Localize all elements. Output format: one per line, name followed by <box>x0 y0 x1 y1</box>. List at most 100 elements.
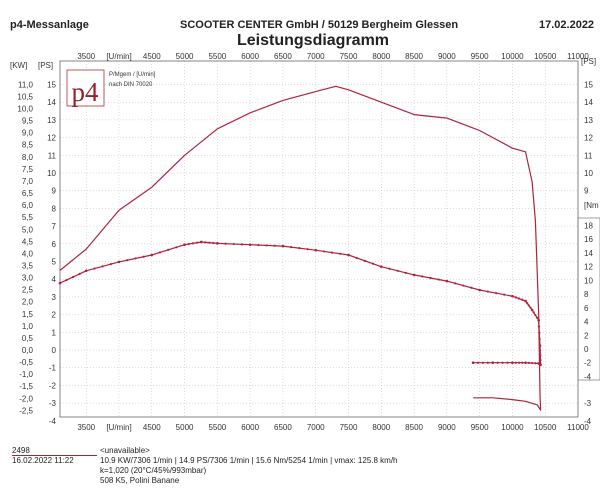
legend: p4 P/Mgem / [U/min] nach DIN 70020 <box>66 69 156 107</box>
x-tick-label-bottom: 8000 <box>372 423 390 432</box>
x-tick-label-bottom: 9500 <box>471 423 489 432</box>
power-curve <box>59 85 542 411</box>
torque-marker <box>529 306 532 309</box>
nm-tick-label: 6 <box>584 304 589 313</box>
torque-marker <box>404 271 407 274</box>
x-tick-label-bottom: 5500 <box>208 423 226 432</box>
ps-axis-label-left: [PS] <box>38 61 53 70</box>
torque-marker <box>486 361 489 364</box>
ps-tick-label-left: 3 <box>52 293 57 302</box>
torque-marker <box>290 246 293 249</box>
kw-tick-label: 5,0 <box>22 225 34 234</box>
torque-point <box>445 279 449 283</box>
kw-tick-label: 10,5 <box>17 92 33 101</box>
torque-marker <box>298 247 301 250</box>
torque-marker <box>531 361 534 365</box>
torque-point <box>511 294 514 298</box>
x-tick-label-bottom: 5000 <box>176 423 194 432</box>
ps-tick-label-left: 2 <box>52 311 57 320</box>
torque-marker <box>208 241 211 244</box>
device-label: p4-Messanlage <box>10 19 89 31</box>
print-date: 17.02.2022 <box>539 19 595 31</box>
torque-marker <box>187 242 190 246</box>
torque-marker <box>142 255 145 258</box>
plot-frame <box>59 60 579 418</box>
torque-point <box>530 308 534 312</box>
kw-tick-label: -2,5 <box>19 406 33 415</box>
kw-tick-label: 3,5 <box>22 261 34 270</box>
torque-marker <box>65 278 68 282</box>
nm-tick-label: 16 <box>584 235 593 244</box>
ps-tick-label-right: 15 <box>584 81 593 90</box>
torque-marker <box>167 248 170 251</box>
kw-axis-label: [KW] <box>10 61 27 70</box>
torque-marker <box>78 272 81 275</box>
x-tick-label-bottom: 11000 <box>567 423 589 432</box>
p4-logo-text: p4 <box>72 77 100 107</box>
ps-tick-label-right: -3 <box>584 399 592 408</box>
kw-tick-label: 0,0 <box>22 346 34 355</box>
ps-tick-label-left: -2 <box>49 381 57 390</box>
run-name: <unavailable> <box>100 446 150 455</box>
kw-tick-label: -1,5 <box>19 382 33 391</box>
torque-marker <box>517 297 521 300</box>
kw-tick-label: -0,5 <box>19 358 33 367</box>
torque-marker <box>539 349 542 352</box>
x-tick-label-top: 11000 <box>567 52 589 61</box>
ps-tick-label-right: 9 <box>584 187 589 196</box>
nm-axis-label: [Nm <box>584 201 599 210</box>
ps-tick-label-left: 15 <box>47 81 56 90</box>
ps-tick-label-right: 12 <box>584 134 593 143</box>
nm-tick-label: 10 <box>584 276 593 285</box>
torque-marker <box>204 241 207 244</box>
ps-tick-label-left: 7 <box>52 222 57 231</box>
torque-point <box>248 243 252 247</box>
torque-point <box>199 240 203 244</box>
torque-marker <box>538 338 541 341</box>
x-tick-label-top: 8000 <box>372 52 390 61</box>
torque-marker <box>486 290 489 293</box>
x-tick-label-top: 8500 <box>405 52 423 61</box>
nm-tick-label: 14 <box>584 249 593 258</box>
torque-marker <box>371 262 375 265</box>
x-tick-label-top: 7000 <box>307 52 325 61</box>
ps-tick-label-right: -4 <box>584 417 592 426</box>
ps-tick-label-left: 12 <box>47 134 56 143</box>
grid <box>60 61 578 417</box>
torque-marker <box>521 298 524 301</box>
nm-tick-label: 2 <box>584 331 589 340</box>
x-tick-label-bottom: 3500 <box>77 423 95 432</box>
torque-marker <box>224 242 227 245</box>
torque-marker <box>232 242 235 246</box>
torque-marker <box>517 361 521 364</box>
kw-tick-label: 9,0 <box>22 129 34 138</box>
company-label: SCOOTER CENTER GmbH / 50129 Bergheim Gle… <box>180 19 459 31</box>
x-tick-label-bottom: 10500 <box>534 423 557 432</box>
torque-point <box>379 265 383 268</box>
x-tick-label-top: 6000 <box>241 52 259 61</box>
ps-tick-label-left: 11 <box>48 151 57 160</box>
x-tick-label-top: 5000 <box>176 52 194 61</box>
x-tick-label-bottom: 10000 <box>501 423 524 432</box>
torque-marker <box>396 269 399 272</box>
kw-tick-label: 11,0 <box>18 80 34 89</box>
torque-marker <box>126 259 129 262</box>
torque-marker <box>212 241 215 245</box>
torque-marker <box>355 256 358 260</box>
torque-marker <box>514 361 517 364</box>
kw-tick-label: 7,5 <box>22 165 34 174</box>
nm-tick-label: 0 <box>584 345 589 354</box>
torque-point <box>58 281 62 285</box>
nm-tick-label: 4 <box>584 318 589 327</box>
torque-marker <box>538 362 541 365</box>
x-tick-label-top: 5500 <box>208 52 226 61</box>
ps-tick-label-left: 9 <box>52 187 57 196</box>
torque-marker <box>481 361 485 364</box>
x-tick-label-top: 9000 <box>438 52 456 61</box>
nm-tick-label: -2 <box>584 359 592 368</box>
kw-tick-label: 9,5 <box>22 117 34 126</box>
axes: 35003500[U/min][U/min]450045005000500055… <box>10 52 599 432</box>
legend-line-1: P/Mgem / [U/min] <box>109 72 156 78</box>
x-tick-label-bottom: 7500 <box>340 423 358 432</box>
torque-point <box>347 253 350 257</box>
